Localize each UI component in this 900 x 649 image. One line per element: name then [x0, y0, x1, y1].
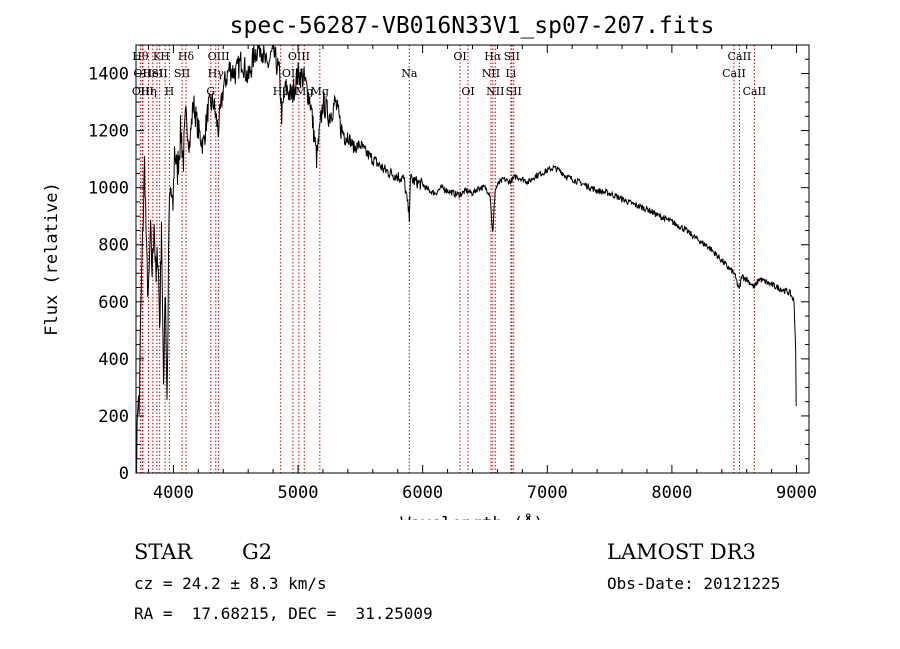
spectral-line-label-21: OI [461, 85, 474, 98]
y-tick-label-1200: 1200 [88, 122, 129, 142]
y-tick-label-1000: 1000 [88, 179, 129, 199]
spectral-line-label-29: CaII [728, 50, 752, 63]
spectral-line-label-23: Hα [484, 50, 502, 63]
spectral-line-markers: HθOIIOIIIHηHeIKSIIHHHδSIIGHγOIIIHβOIIIOI… [132, 45, 766, 473]
x-tick-label-8000: 8000 [651, 483, 692, 503]
x-tick-label-6000: 6000 [402, 483, 443, 503]
spectral-line-label-7: H [160, 50, 170, 63]
y-tick-label-400: 400 [98, 350, 129, 370]
y-tick-label-1400: 1400 [88, 65, 129, 85]
x-axis: 4000 5000 6000 7000 8000 9000 [147, 45, 817, 503]
y-axis-label: Flux (relative) [42, 182, 62, 336]
spectrum-chart: spec-56287-VB016N33V1_sp07-207.fits Hθ OI… [42, 13, 817, 520]
x-tick-label-7000: 7000 [527, 483, 568, 503]
spectral-line-label-18: Mg [311, 85, 329, 98]
spectral-line-label-13: OIII [208, 50, 230, 63]
spectral-line-label-10: SII [174, 67, 190, 80]
survey-name: LAMOST DR3 [607, 540, 756, 564]
spectrum-series-line [136, 44, 797, 474]
spectral-line-label-25: Li [505, 67, 516, 80]
x-axis-label: Wavelength (Å) [400, 512, 543, 520]
y-tick-label-800: 800 [98, 236, 129, 256]
plot-frame [135, 44, 810, 474]
spectral-line-label-26: SII [504, 50, 520, 63]
x-tick-label-5000: 5000 [278, 483, 319, 503]
spectral-line-label-30: CaII [743, 85, 767, 98]
spectral-line-label-12: Hγ [208, 67, 225, 80]
spectral-line-label-22: NII [482, 67, 500, 80]
spectral-line-label-5: K [153, 50, 162, 63]
y-tick-label-200: 200 [98, 407, 129, 427]
spectral-line-label-4: HeI [143, 67, 163, 80]
spectral-line-label-3: Hη [140, 85, 156, 98]
x-tick-label-9000: 9000 [776, 483, 817, 503]
chart-title: spec-56287-VB016N33V1_sp07-207.fits [230, 13, 715, 39]
redshift-cz: cz = 24.2 ± 8.3 km/s [134, 574, 327, 593]
spectral-line-label-20: OI [453, 50, 466, 63]
spectral-line-label-28: CaII [722, 67, 746, 80]
spectral-line-label-24: NII [486, 85, 504, 98]
y-tick-label-0: 0 [119, 464, 129, 484]
spectral-line-label-6: SII [152, 67, 168, 80]
object-subclass: G2 [242, 540, 273, 564]
spectral-line-label-11: G [206, 85, 215, 98]
x-tick-label-4000: 4000 [153, 483, 194, 503]
spectral-line-label-16: OIII [288, 50, 310, 63]
object-class: STAR [134, 540, 193, 564]
observation-date: Obs-Date: 20121225 [607, 574, 781, 593]
sky-coordinates: RA = 17.68215, DEC = 31.25009 [134, 604, 433, 623]
spectral-line-label-9: Hδ [178, 50, 195, 63]
y-axis: 0 200 400 600 800 1000 1200 1400 [88, 44, 809, 484]
spectral-line-label-8: H [165, 85, 175, 98]
spectral-line-label-19: Na [401, 67, 418, 80]
spectral-line-label-0: Hθ [132, 50, 149, 63]
y-tick-label-600: 600 [98, 293, 129, 313]
spectral-line-label-27: SII [506, 85, 522, 98]
